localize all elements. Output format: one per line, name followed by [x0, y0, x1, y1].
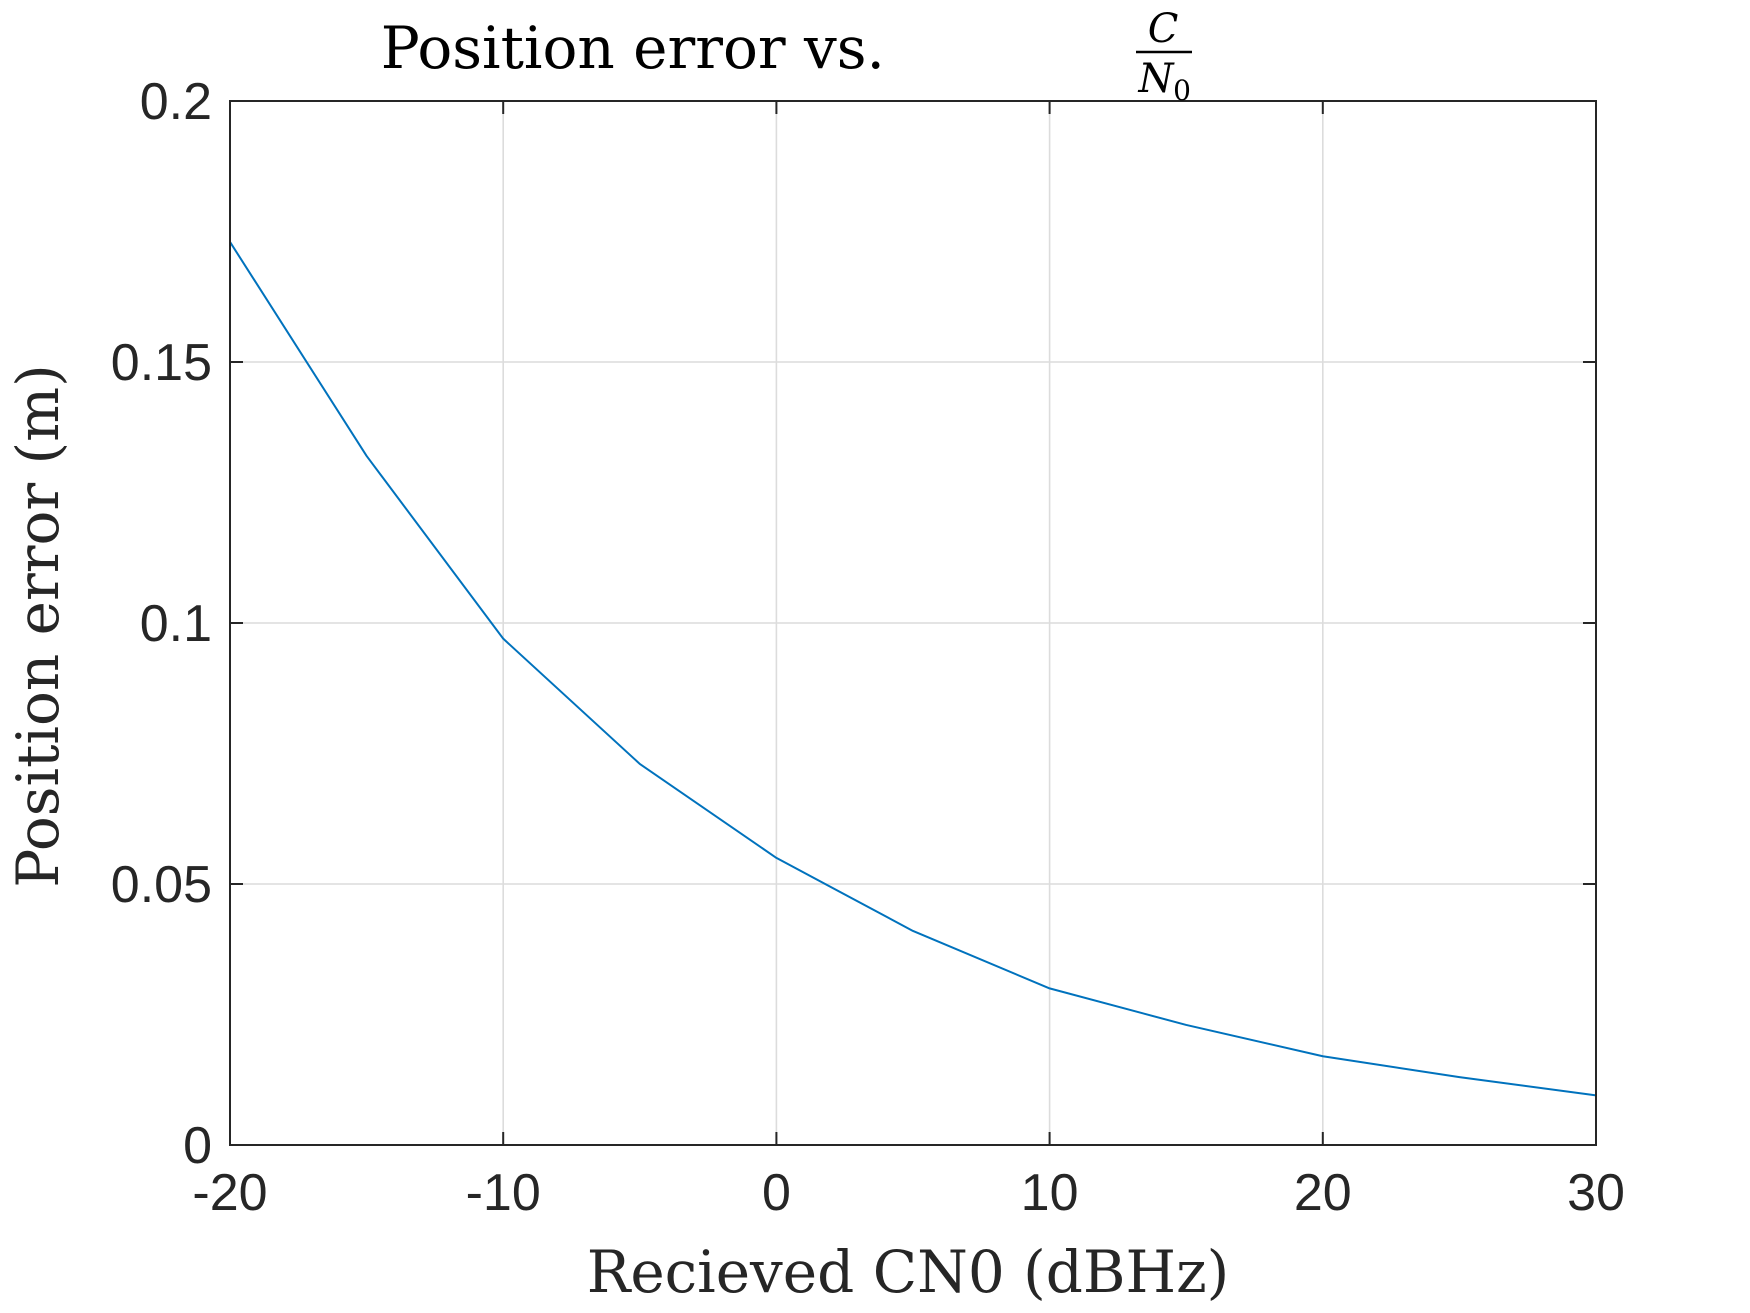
title-fraction-subscript: 0 — [1173, 74, 1191, 107]
x-tick-label: 10 — [1021, 1164, 1079, 1222]
ticks — [229, 100, 1597, 1146]
title-fraction-denominator: N — [1138, 56, 1176, 102]
x-tick-label: 30 — [1567, 1164, 1625, 1222]
y-tick-label: 0 — [183, 1117, 212, 1175]
chart-title: Position error vs. — [381, 14, 885, 82]
series-layer — [229, 241, 1597, 1097]
x-axis-title: Recieved CN0 (dBHz) — [587, 1238, 1230, 1306]
x-tick-label: 0 — [762, 1164, 791, 1222]
y-tick-label: 0.2 — [140, 73, 212, 131]
series-line — [229, 241, 1597, 1097]
title-fraction-numerator: C — [1148, 6, 1179, 52]
y-tick-label: 0.05 — [111, 856, 212, 914]
x-tick-label: -20 — [192, 1164, 267, 1222]
tick-labels: -20 -10 0 10 20 30 0 0.05 0.1 0.15 0.2 — [111, 73, 1625, 1222]
y-tick-label: 0.1 — [140, 595, 212, 653]
x-tick-label: -10 — [466, 1164, 541, 1222]
title-fraction: C N 0 — [1136, 6, 1192, 107]
x-tick-label: 20 — [1294, 1164, 1352, 1222]
grid — [230, 101, 1596, 1145]
y-tick-label: 0.15 — [111, 334, 212, 392]
y-axis-title: Position error (m) — [4, 364, 72, 888]
